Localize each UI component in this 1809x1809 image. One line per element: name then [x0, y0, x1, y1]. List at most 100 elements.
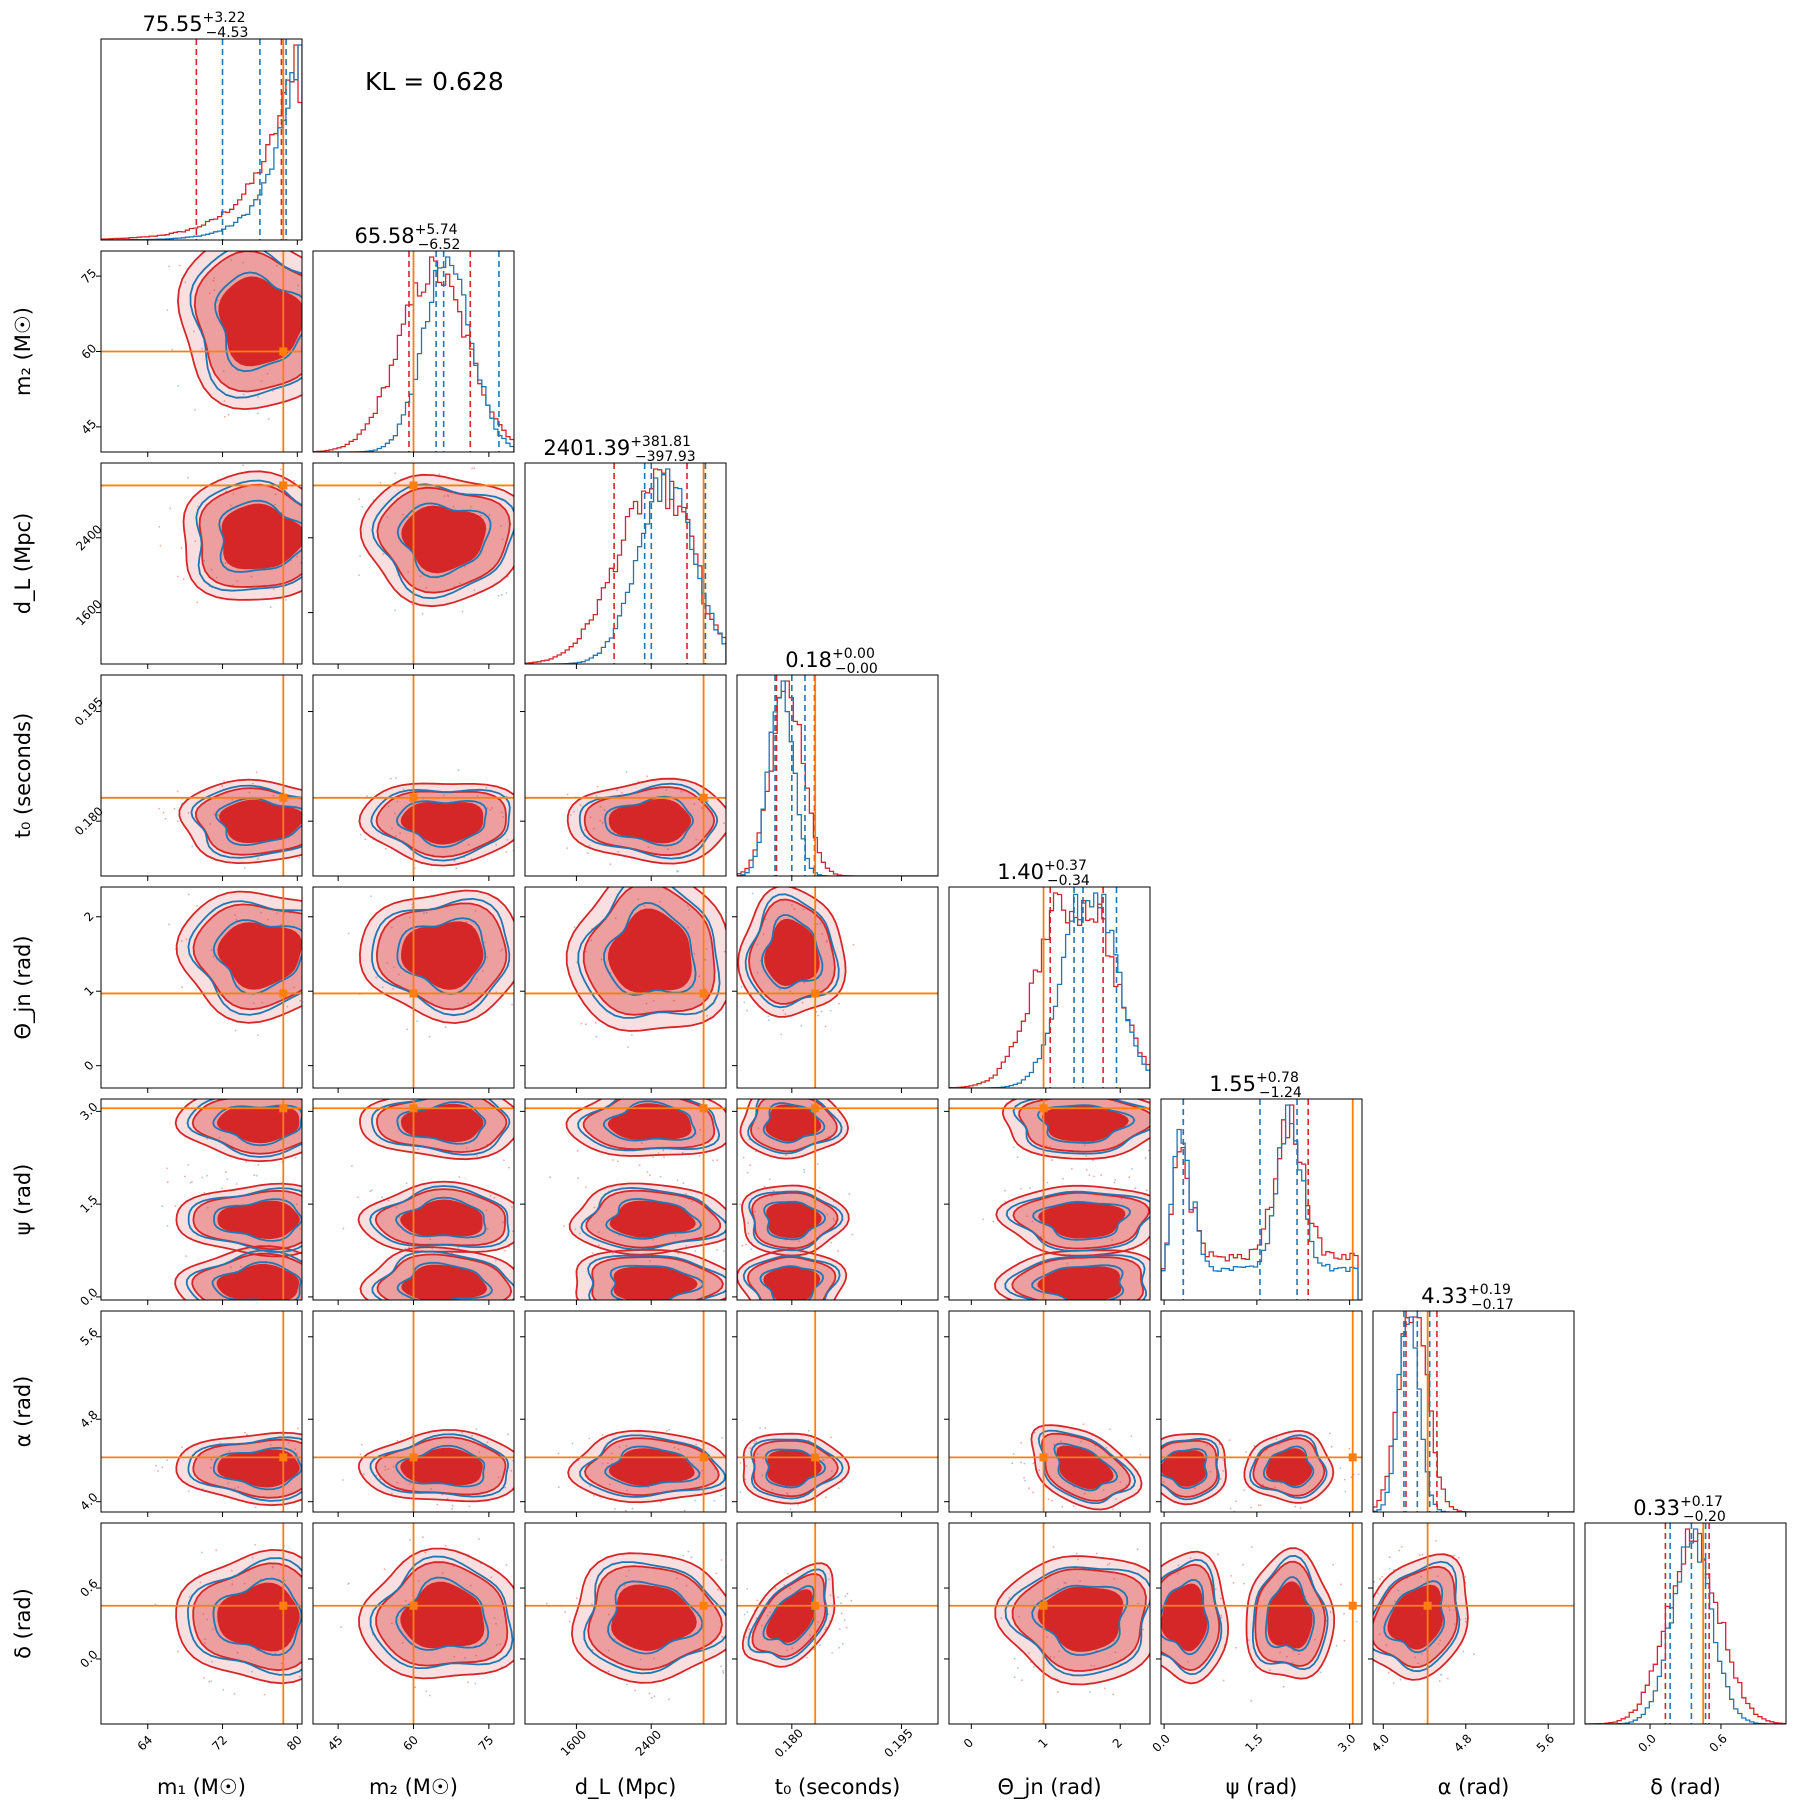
sample-point	[789, 990, 792, 993]
sample-point	[303, 935, 305, 937]
sample-point	[739, 1461, 742, 1464]
sample-point	[838, 1002, 840, 1005]
x-axis-label-m2: m₂ (M☉)	[369, 1775, 458, 1799]
sample-point	[361, 505, 364, 508]
sample-point	[274, 503, 276, 506]
panel-m2-psi	[313, 1099, 514, 1300]
sample-point	[399, 832, 402, 834]
contour-blue-inner	[759, 1265, 825, 1300]
panel-frame	[524, 1310, 727, 1513]
hist-red-dL	[525, 468, 726, 664]
sample-point	[704, 958, 707, 961]
sample-point	[690, 1200, 693, 1203]
sample-point	[236, 580, 239, 582]
sample-point	[425, 911, 428, 914]
sample-point	[500, 811, 503, 814]
sample-point	[601, 1462, 604, 1465]
sample-point	[645, 1002, 648, 1005]
panel-frame	[100, 1098, 303, 1301]
sample-point	[404, 1247, 407, 1250]
y-tick-label: 4.0	[77, 1490, 100, 1513]
sample-point	[731, 974, 733, 976]
hist-red-delta	[1585, 1528, 1786, 1724]
sample-point	[249, 246, 251, 248]
x-tick-label: 5.6	[1534, 1731, 1557, 1754]
sample-point	[280, 1662, 283, 1665]
sample-point	[464, 1656, 466, 1659]
sample-point	[327, 1642, 329, 1644]
sample-point	[444, 1544, 447, 1547]
sample-point	[306, 945, 308, 947]
sample-point	[646, 775, 648, 778]
sample-point	[320, 790, 322, 792]
sample-point	[768, 1178, 771, 1181]
sample-point	[416, 1020, 419, 1023]
sample-point	[389, 777, 392, 780]
sample-point	[1147, 1149, 1150, 1152]
sample-point	[235, 918, 238, 921]
contour-blue-outer	[371, 1250, 514, 1300]
sample-point	[1156, 1258, 1158, 1260]
sample-point	[223, 400, 226, 402]
sample-point	[791, 1647, 794, 1650]
x-tick-label: 0.0	[1636, 1731, 1659, 1754]
sample-point	[1095, 1552, 1098, 1555]
sample-point	[177, 1650, 179, 1653]
x-tick-label: 0.0	[1150, 1731, 1173, 1754]
sample-point	[740, 1572, 742, 1574]
sample-point	[1457, 1556, 1460, 1559]
contour-blue-outer	[189, 251, 302, 399]
sample-point	[1020, 1441, 1023, 1444]
sample-point	[359, 555, 361, 557]
sample-point	[490, 1576, 493, 1579]
sample-point	[668, 1698, 670, 1701]
title-minus: −0.34	[1047, 873, 1090, 889]
sample-point	[743, 1001, 746, 1004]
contour-blue-inner	[396, 502, 492, 579]
contour-red-inner	[1267, 1581, 1313, 1649]
sample-point	[734, 840, 736, 842]
sample-point	[535, 1616, 537, 1618]
sample-point	[771, 1195, 773, 1198]
sample-point	[1032, 1491, 1034, 1494]
sample-point	[339, 917, 341, 919]
sample-point	[347, 1586, 349, 1588]
panel-m2-alpha	[313, 1311, 514, 1512]
x-tick-label: 0.6	[1706, 1731, 1729, 1754]
sample-point	[767, 1015, 770, 1018]
sample-point	[593, 827, 595, 830]
contour-red-inner	[1038, 1202, 1126, 1239]
sample-point	[267, 418, 270, 420]
sample-point	[698, 975, 701, 978]
sample-point	[1033, 1666, 1035, 1668]
sample-point	[293, 479, 295, 482]
truth-marker	[1039, 1453, 1048, 1462]
sample-point	[729, 1605, 731, 1607]
y-tick-label: 0	[81, 1058, 96, 1073]
title-plus: +381.81	[630, 434, 691, 450]
sample-point	[480, 514, 482, 517]
contour-blue-outer	[747, 1099, 843, 1155]
sample-point	[1061, 1505, 1064, 1508]
sample-point	[526, 968, 528, 970]
truth-marker	[811, 1601, 820, 1610]
sample-point	[519, 1599, 521, 1601]
panel-m2-theta	[313, 887, 528, 1088]
sample-point	[1299, 1507, 1302, 1509]
sample-point	[251, 1556, 254, 1559]
sample-point	[296, 555, 298, 558]
sample-point	[730, 1241, 732, 1243]
sample-point	[817, 1014, 819, 1017]
sample-point	[335, 1189, 337, 1191]
sample-point	[652, 1000, 655, 1002]
hist-blue-alpha	[1373, 1316, 1574, 1512]
sample-point	[752, 811, 754, 813]
sample-point	[231, 798, 234, 801]
sample-point	[180, 940, 183, 942]
sample-point	[409, 1483, 411, 1485]
sample-point	[451, 1504, 454, 1507]
contour-red-inner	[217, 922, 302, 990]
sample-point	[328, 1464, 330, 1466]
sample-point	[837, 1596, 839, 1599]
sample-point	[383, 1568, 386, 1571]
